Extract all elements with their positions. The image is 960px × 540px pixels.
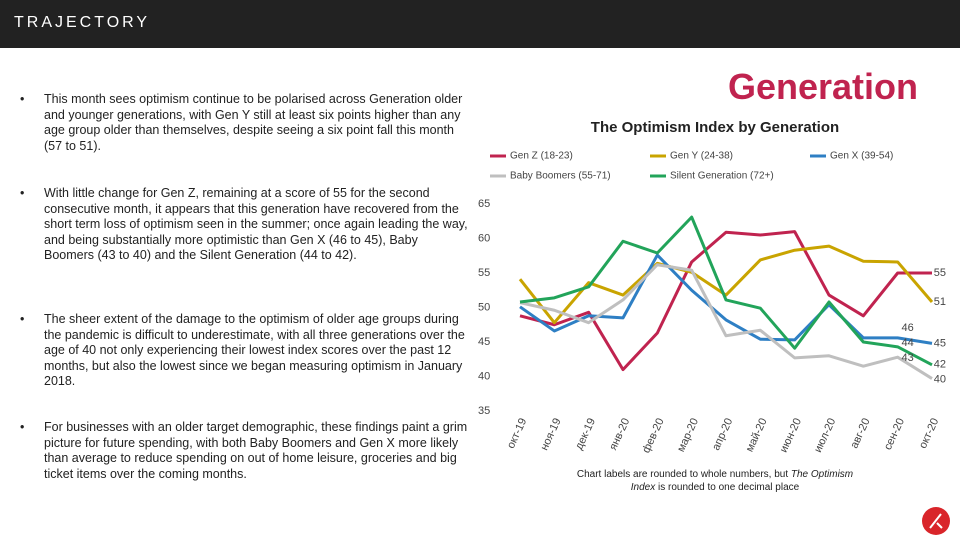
x-tick-label: апр-20 [710,416,735,452]
x-tick-label: мар-20 [675,416,701,453]
footnote-text: is rounded to one decimal place [655,482,800,493]
x-tick-label: ноя-19 [538,416,563,452]
y-tick-label: 60 [478,232,490,244]
legend-label: Silent Generation (72+) [670,171,774,182]
y-tick-label: 50 [478,301,490,313]
chart-title: Generation [727,66,918,107]
x-tick-label: июн-20 [778,416,804,454]
series-line [519,215,933,367]
brand-mark [922,507,950,535]
y-tick-label: 40 [478,370,490,382]
x-tick-label: окт-20 [917,416,941,450]
series-line [519,253,933,345]
series-line [518,244,934,325]
data-label: 40 [934,374,946,386]
bullet-text: With little change for Gen Z, remaining … [44,186,468,263]
x-tick-label: авг-20 [848,416,872,450]
footnote-text: Chart labels are rounded to whole number… [576,469,791,480]
bullet-text: The sheer extent of the damage to the op… [44,312,465,389]
x-tick-label: сен-20 [882,416,907,452]
logo: TRAJECTORY [14,14,151,31]
legend-label: Gen Z (18-23) [510,151,573,162]
bullet-text: This month sees optimism continue to be … [44,92,463,153]
legend-label: Gen X (39-54) [830,151,893,162]
data-label: 45 [934,337,946,349]
y-tick-label: 65 [478,198,490,210]
series-line [519,263,933,380]
brand-icon [929,513,943,529]
series-line [519,230,932,372]
y-tick-label: 45 [478,336,490,348]
legend-label: Baby Boomers (55-71) [510,171,611,182]
footnote-emphasis: The Optimism Index [630,469,854,493]
chart-subtitle: The Optimism Index by Generation [590,119,840,136]
brand-stroke [936,522,943,529]
x-tick-label: окт-19 [505,416,529,450]
data-label: 51 [934,296,946,308]
x-tick-label: янв-20 [607,416,632,452]
data-label: 43 [902,352,914,364]
y-tick-label: 55 [478,267,490,279]
footnote: Chart labels are rounded to whole number… [575,468,855,494]
y-tick-label: 35 [478,405,490,417]
data-label: 44 [902,337,914,349]
data-label: 46 [902,322,914,334]
x-tick-label: дек-19 [573,416,598,451]
x-tick-label: июл-20 [812,416,838,454]
brand-stroke [929,513,942,529]
top-bar: TRAJECTORY [0,0,960,48]
data-label: 42 [934,359,946,371]
legend-label: Gen Y (24-38) [670,151,733,162]
data-label: 55 [934,267,946,279]
x-tick-label: май-20 [744,416,770,453]
x-tick-label: фев-20 [640,416,666,455]
bullet-text: For businesses with an older target demo… [44,420,468,481]
